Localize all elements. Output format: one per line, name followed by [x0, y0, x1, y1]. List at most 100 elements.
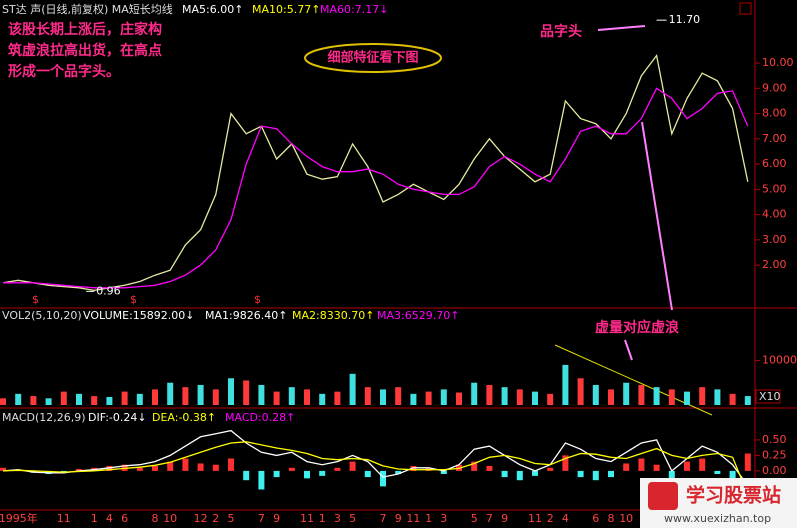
x-tick-label: 8: [608, 512, 615, 525]
x-tick-label: 5: [471, 512, 478, 525]
volume-bar: [592, 384, 599, 405]
indicator: VOLUME:15892.00↓: [83, 309, 194, 322]
macd-bar: [349, 461, 356, 471]
macd-bar: [501, 470, 508, 478]
volume-bar: [0, 398, 6, 405]
watermark-url: www.xuexizhan.top: [664, 512, 771, 525]
macd-bar: [167, 461, 174, 471]
x-tick-label: 1995年: [0, 511, 38, 525]
x-tick-label: 2: [212, 512, 219, 525]
volume-bar: [76, 393, 82, 405]
indicator: MA2:8330.70↑: [292, 309, 374, 322]
indicator: MA60:7.17↓: [320, 3, 388, 16]
x-tick-label: 3: [440, 512, 447, 525]
indicator: DIF:-0.24↓: [88, 411, 147, 424]
macd-bar: [197, 463, 204, 471]
y-tick-label: 3.00: [762, 233, 787, 246]
volume-bar: [228, 378, 234, 405]
x-tick-label: 6: [592, 512, 599, 525]
annotation: 筑虚浪拉高出货，在高点: [8, 42, 162, 59]
unit-box: [755, 389, 781, 404]
indicator: MACD:0.28↑: [225, 411, 295, 424]
volume-bar: [516, 389, 523, 405]
x-tick-label: 7: [486, 512, 493, 525]
x-tick-label: 2: [547, 512, 554, 525]
series-line: [2, 53, 749, 292]
volume-bar: [45, 398, 52, 405]
callout-ellipse: [304, 43, 442, 73]
macd-bar: [136, 467, 143, 471]
low-label: 0.96: [96, 284, 121, 297]
annotation: 细部特征看下图: [327, 50, 418, 66]
panel-title: MACD(12,26,9): [2, 411, 86, 424]
x-tick-label: 11: [300, 512, 314, 525]
arrow: [641, 121, 673, 311]
y-tick-label: 0.50: [762, 433, 787, 446]
volume-bar: [106, 396, 113, 405]
volume-bar: [425, 391, 432, 405]
volume-bar: [532, 391, 538, 405]
volume-bar: [258, 384, 265, 405]
volume-bar: [744, 396, 751, 405]
macd-bar: [380, 470, 386, 487]
macd-bar: [486, 465, 493, 471]
x-tick-label: 5: [228, 512, 235, 525]
macd-bar: [334, 467, 341, 471]
x-tick-label: 7: [258, 512, 265, 525]
event-mark: $: [32, 293, 39, 306]
series-line: [3, 87, 749, 289]
volume-bar: [608, 389, 614, 405]
macd-bar: [729, 470, 736, 484]
y-tick-label: 6.00: [762, 157, 787, 170]
indicator: MA1:9826.40↑: [205, 309, 287, 322]
arrow: [597, 25, 646, 31]
macd-bar: [592, 470, 599, 481]
x-tick-label: 4: [562, 512, 569, 525]
macd-bar: [152, 465, 158, 471]
macd-bar: [212, 464, 219, 471]
indicator: DEA:-0.38↑: [152, 411, 216, 424]
volume-bar: [197, 384, 204, 405]
x-tick-label: 12: [194, 512, 208, 525]
macd-bar: [228, 458, 234, 471]
x-tick-label: 1: [91, 512, 98, 525]
volume-bar: [288, 387, 295, 405]
volume-bar: [319, 393, 326, 405]
x-tick-label: 11: [406, 512, 420, 525]
volume-bar: [30, 396, 37, 405]
volume-bar: [364, 387, 371, 405]
volume-bar: [60, 391, 67, 405]
volume-bar: [15, 393, 22, 405]
volume-bar: [243, 380, 250, 405]
macd-bar: [744, 453, 751, 471]
macd-bar: [653, 464, 660, 471]
series-line: [2, 441, 749, 495]
indicator: MA3:6529.70↑: [377, 309, 459, 322]
macd-bar: [0, 467, 6, 471]
y-tick-label: 2.00: [762, 258, 787, 271]
annotation: 该股长期上涨后，庄家构: [8, 21, 162, 38]
macd-bar: [623, 463, 630, 471]
y-tick-label: 10000: [762, 353, 797, 366]
macd-bar: [273, 470, 280, 478]
y-tick-label: 0.00: [762, 464, 787, 477]
volume-bar: [562, 364, 569, 405]
macd-bar: [562, 455, 569, 471]
volume-bar: [638, 384, 645, 405]
volume-bar: [501, 387, 508, 405]
macd-bar: [471, 461, 478, 471]
macd-bar: [182, 458, 189, 471]
macd-bar: [532, 470, 538, 476]
x-tick-label: 11: [57, 512, 71, 525]
x-tick-label: 3: [334, 512, 341, 525]
x-tick-label: 5: [349, 512, 356, 525]
volume-bar: [486, 384, 493, 405]
volume-bar: [410, 393, 417, 405]
macd-bar: [577, 470, 584, 478]
window-button[interactable]: [739, 2, 752, 15]
volume-bar: [577, 378, 584, 405]
volume-bar: [380, 389, 386, 405]
volume-bar: [152, 389, 158, 405]
macd-bar: [440, 470, 447, 474]
